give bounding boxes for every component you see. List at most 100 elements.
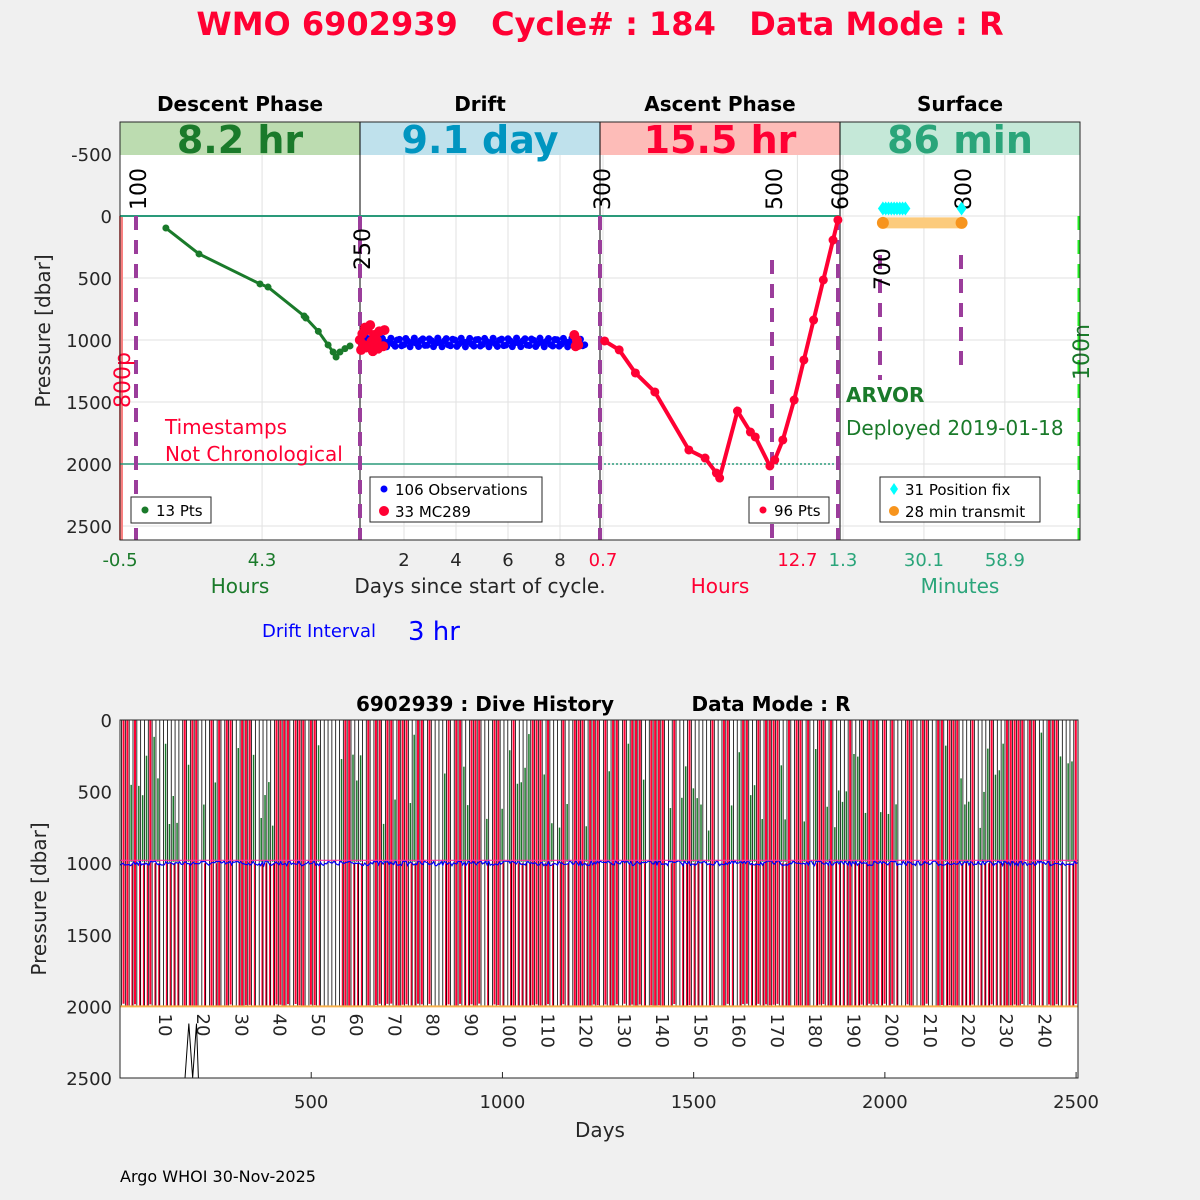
drift-observation-point [410,334,418,342]
surface-x-tick: 1.3 [829,550,858,571]
drift-observation-point [502,341,510,349]
drift-observation-point [395,335,403,343]
drift-observation-point [391,342,399,350]
ascent-x-label: Hours [691,574,750,598]
history-marks: 10 20 30 40 50 60 70 80 90 100 110 120 130 140 150 160 1… [119,720,1078,1079]
history-x-label: Days [575,1118,625,1142]
drift-legend-mc: 33 MC289 [395,503,471,521]
ascent-point [600,336,610,346]
drift-observation-point [470,342,478,350]
drift-observation-point [493,342,501,350]
cycle-number-label: 200 [881,1014,902,1048]
surface-legend-fix: 31 Position fix [905,481,1010,499]
marker-label: 100 [127,168,152,210]
left-red-line [119,216,123,540]
profile-axes-box [119,121,1081,541]
cycle-number-label: 170 [766,1014,787,1048]
cycle-number-label: 30 [230,1014,251,1037]
history-y-tick: 0 [101,711,112,732]
mc289-point [371,335,382,345]
drift-observation-point [521,335,529,343]
drift-observation-point [442,335,450,343]
legend-marker [141,506,149,514]
drift-observation-point [549,342,557,350]
drift-x-tick: 6 [502,550,513,571]
history-x-tick: 500 [294,1092,328,1113]
position-fix-point [900,201,911,216]
descent-point [302,314,310,322]
mc289-point [379,325,390,336]
history-y-tick: 500 [78,783,112,804]
surface-legend-transmit: 28 min transmit [905,503,1025,521]
position-fix-point [956,201,967,216]
cycle-number-label: 240 [1033,1014,1054,1048]
ascent-point [700,453,710,463]
drift-observation-point [466,334,474,342]
marker-label: 700 [871,248,896,290]
warning-line-1: Timestamps [164,415,287,439]
descent-point [332,353,340,361]
surface-x-tick: 30.1 [904,550,944,571]
ascent-x-tick: 0.7 [589,550,618,571]
cycle-number-label: 130 [613,1014,634,1048]
drift-observation-point [387,334,395,342]
cycle-number-label: 110 [536,1014,557,1048]
cycle-number-label: 160 [728,1014,749,1048]
drift-legend: 106 Observations 33 MC289 [369,476,543,523]
ascent-duration-band [600,122,840,155]
drift-pressure-trace [119,858,1078,868]
drift-phase-title: Drift [454,92,506,116]
deployed-date: Deployed 2019-01-18 [846,416,1064,440]
drift-observation-point [474,336,482,344]
cycle-number-label: 40 [269,1014,290,1037]
marker-label: 250 [351,228,376,270]
ascent-point [778,435,788,445]
history-x-tick: 1000 [480,1092,526,1113]
ascent-point [833,215,843,225]
ascent-phase-title: Ascent Phase [644,92,795,116]
cycle-number-label: 20 [192,1014,213,1037]
ascent-point [732,406,742,416]
history-y-tick: 2500 [66,1069,112,1090]
descent-point [324,341,332,349]
cycle-number-label: 60 [345,1014,366,1037]
mc289-point [573,339,584,350]
cycle-number-label: 120 [575,1014,596,1048]
drift-observation-point [415,343,423,351]
marker-label: 300 [591,168,616,210]
ascent-point [630,368,640,378]
drift-observation-point [525,342,533,350]
ascent-legend: 96 Pts [748,496,830,524]
cycle-number-label: 190 [842,1014,863,1048]
drift-x-tick: 2 [398,550,409,571]
cycle-number-label: 10 [154,1014,175,1037]
history-x-tick: 1500 [671,1092,717,1113]
cycle-number-label: 90 [460,1014,481,1037]
ascent-point [715,473,725,483]
descent-x-tick: 4.3 [248,550,277,571]
drift-observation-point [517,343,525,351]
drift-legend-obs: 106 Observations [395,481,528,499]
cycle-number-label: 180 [804,1014,825,1048]
y-tick: 0 [101,207,112,228]
cycle-number-label: 230 [995,1014,1016,1048]
figure-title: WMO 6902939 Cycle# : 184 Data Mode : R [196,5,1003,43]
drift-observation-point [447,342,455,350]
y-tick: 500 [78,269,112,290]
surface-duration: 86 min [887,118,1033,162]
history-axes: 500 1000 1500 2000 2500 0 500 1000 1500 2000 2500 [66,711,1099,1113]
descent-point [162,224,170,232]
ascent-point [684,445,694,455]
cycle-number-label: 80 [422,1014,443,1037]
descent-x-label: Hours [211,574,270,598]
profile-marks: 100 250 300 500 600 700 800 800p 100n [111,168,1095,540]
history-x-tick: 2000 [862,1092,908,1113]
drift-interval-label: Drift Interval [262,621,376,642]
y-tick: -500 [71,145,112,166]
legend-marker [889,506,899,516]
descent-legend-text: 13 Pts [156,502,203,520]
y-tick: 2000 [66,455,112,476]
drift-x-tick: 8 [554,550,565,571]
